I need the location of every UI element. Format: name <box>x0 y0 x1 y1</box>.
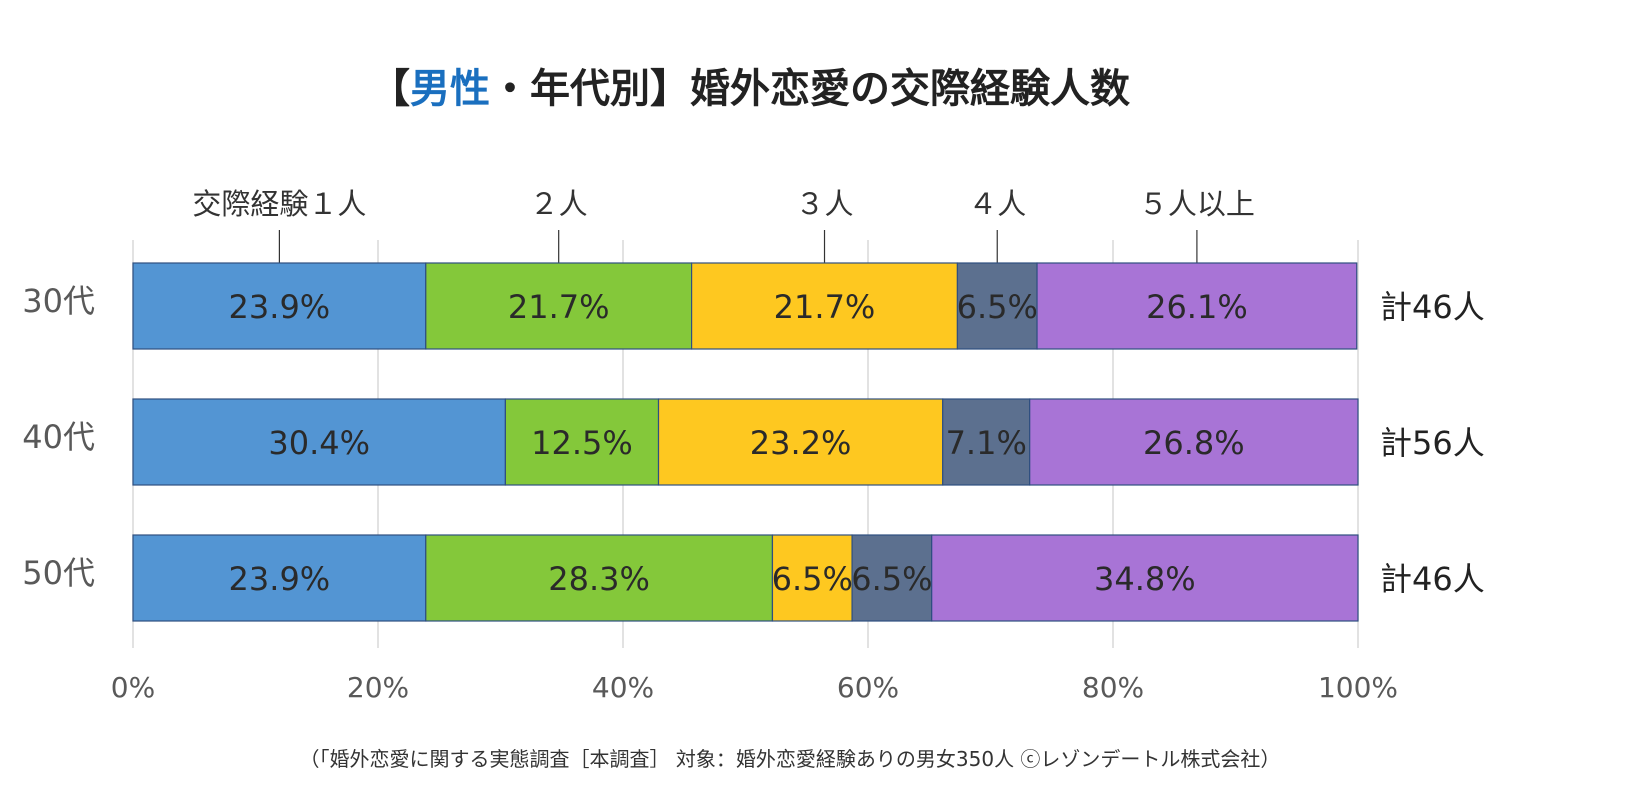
data-label: 6.5% <box>772 560 853 598</box>
bar-segment <box>132 262 427 350</box>
bar-segment <box>690 262 959 350</box>
legend-entry: ５人以上 <box>1139 187 1255 221</box>
bar-segment <box>851 534 933 622</box>
bars: 23.9% 21.7% 21.7% 6.5% 26.1% 30.4% 12.5% 23.2% 7… <box>132 262 1359 622</box>
data-label: 30.4% <box>268 424 370 462</box>
bar-segment <box>956 262 1038 350</box>
bar-segment <box>504 398 660 486</box>
data-label: 28.3% <box>548 560 650 598</box>
chart-title: 【男性・年代別】婚外恋愛の交際経験人数 <box>370 66 1130 112</box>
row-total-label: 計56人 <box>1380 424 1485 462</box>
data-label: 21.7% <box>508 288 610 326</box>
x-tick-label: 100% <box>1318 671 1398 704</box>
title-rest: ・年代別】婚外恋愛の交際経験人数 <box>490 66 1130 112</box>
x-tick-label: 60% <box>837 671 899 704</box>
data-label: 12.5% <box>531 424 633 462</box>
data-label: 23.9% <box>229 288 331 326</box>
row-total-label: 計46人 <box>1380 288 1485 326</box>
bar-segment <box>771 534 853 622</box>
bar-segment <box>657 398 944 486</box>
x-axis: 0% 20% 40% 60% 80% 100% <box>111 671 1398 704</box>
y-category-label: 50代 <box>22 554 95 592</box>
data-label: 21.7% <box>774 288 876 326</box>
y-category-label: 40代 <box>22 418 95 456</box>
bar-segment <box>1029 398 1359 486</box>
title-bracket-open: 【 <box>370 66 410 112</box>
x-tick-label: 40% <box>592 671 654 704</box>
legend-entry: 交際経験１人 <box>192 187 366 221</box>
title-accent: 男性 <box>410 66 490 112</box>
x-tick-label: 0% <box>111 671 155 704</box>
bar-segment <box>1036 262 1358 350</box>
x-tick-label: 80% <box>1082 671 1144 704</box>
data-label: 6.5% <box>851 560 932 598</box>
bar-segment <box>132 534 427 622</box>
bar-segment <box>931 534 1359 622</box>
legend-entry: ４人 <box>968 187 1026 221</box>
y-category-label: 30代 <box>22 282 95 320</box>
legend-entry: ２人 <box>530 187 588 221</box>
bar-segment <box>132 398 506 486</box>
data-label: 26.8% <box>1143 424 1245 462</box>
bar-segment <box>425 262 693 350</box>
bar-segment <box>425 534 774 622</box>
data-label: 7.1% <box>946 424 1027 462</box>
row-total-label: 計46人 <box>1380 560 1485 598</box>
x-tick-label: 20% <box>347 671 409 704</box>
data-label: 34.8% <box>1094 560 1196 598</box>
data-label: 6.5% <box>957 288 1038 326</box>
data-label: 23.9% <box>229 560 331 598</box>
data-label: 23.2% <box>750 424 852 462</box>
source-note: （「婚外恋愛に関する実態調査［本調査］ 対象：婚外恋愛経験ありの男女350人 ⓒ… <box>300 747 1281 771</box>
legend-entry: ３人 <box>796 187 854 221</box>
data-label: 26.1% <box>1146 288 1248 326</box>
